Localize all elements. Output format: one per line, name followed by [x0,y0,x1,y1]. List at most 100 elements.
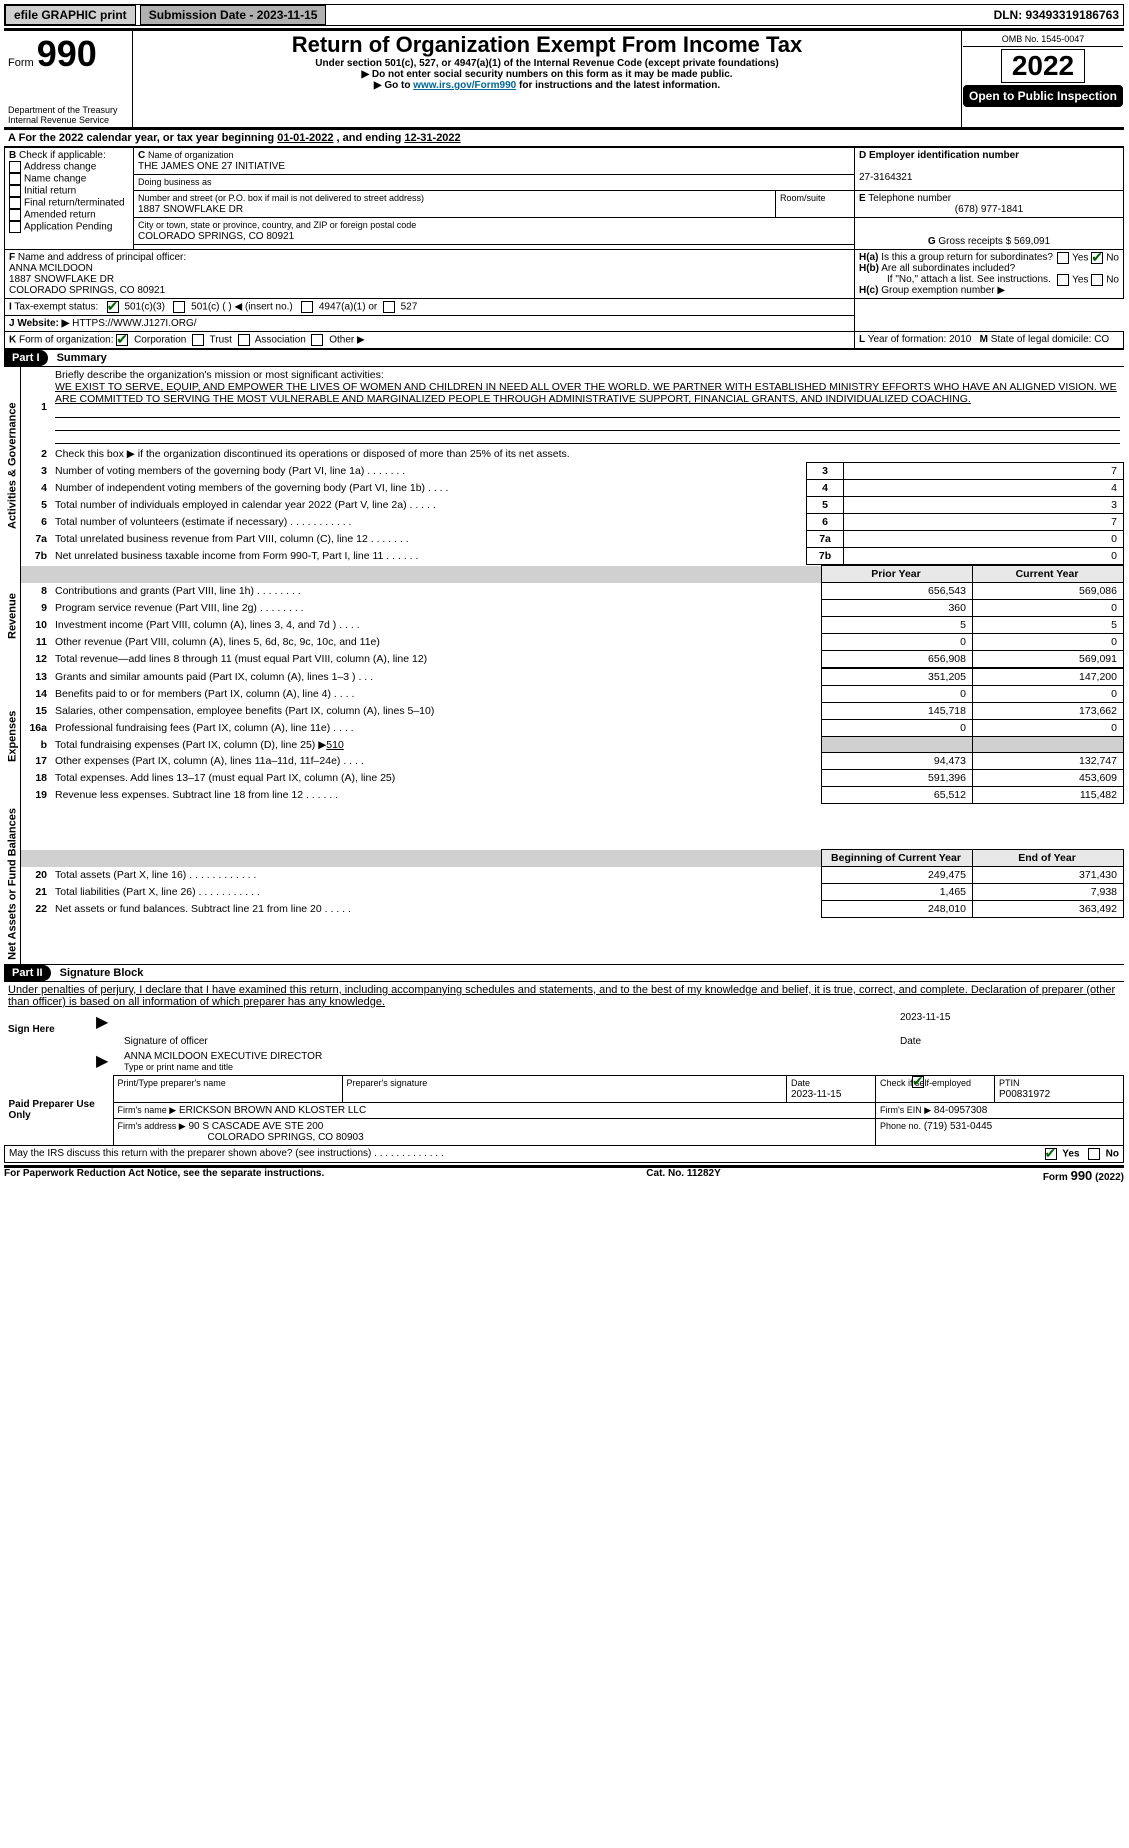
a-prefix: For the 2022 calendar year, or tax year … [19,132,278,144]
other-cb[interactable] [311,334,323,346]
g-label: Gross receipts $ [938,236,1011,247]
dln: DLN: 93493319186763 [994,8,1123,22]
type-name-label: Type or print name and title [124,1062,233,1072]
eoy-hdr: End of Year [973,850,1124,867]
l18: Total expenses. Add lines 13–17 (must eq… [51,770,822,787]
yes2: Yes [1072,275,1088,286]
527-cb[interactable] [383,301,395,313]
amend-cb[interactable] [9,209,21,221]
amended: Amended return [24,210,96,221]
p21: 1,465 [822,884,973,901]
init-cb[interactable] [9,185,21,197]
501c3-cb[interactable] [107,301,119,313]
j-label: Website: ▶ [17,318,69,329]
self-emp: Check if self-employed [880,1078,971,1088]
a-end: 12-31-2022 [404,132,460,144]
c19: 115,482 [973,787,1124,804]
p18: 591,396 [822,770,973,787]
efile-btn[interactable]: efile GRAPHIC print [5,5,136,25]
addr-label: Number and street (or P.O. box if mail i… [138,193,424,203]
firm-ein: 84-0957308 [934,1105,987,1116]
officer-name-title: ANNA MCILDOON EXECUTIVE DIRECTOR [124,1051,322,1062]
b-label: Check if applicable: [19,150,106,161]
footer-mid: Cat. No. 11282Y [646,1168,720,1183]
l21: Total liabilities (Part X, line 26) . . … [51,884,822,901]
l16b-pre: Total fundraising expenses (Part IX, col… [55,739,326,751]
p14: 0 [822,686,973,703]
trust-cb[interactable] [192,334,204,346]
c-label: Name of organization [148,150,234,160]
c9: 0 [973,600,1124,617]
trust: Trust [210,335,232,346]
v6: 7 [844,514,1124,531]
f-label: Name and address of principal officer: [18,252,186,263]
firm-addr1: 90 S CASCADE AVE STE 200 [188,1121,323,1132]
part2-label: Part II [4,965,51,981]
addr-change-cb[interactable] [9,161,21,173]
4947: 4947(a)(1) or [319,302,377,313]
hb-no-cb[interactable] [1091,274,1103,286]
footer-right-suf: (2022) [1092,1172,1124,1183]
l4: Number of independent voting members of … [51,480,807,497]
p17: 94,473 [822,753,973,770]
hb-yes-cb[interactable] [1057,274,1069,286]
ha-label: Is this a group return for subordinates? [881,252,1053,263]
part2-header: Part II Signature Block [4,964,1124,982]
submission-date-btn[interactable]: Submission Date - 2023-11-15 [140,5,327,25]
prep-date-label: Date [791,1078,810,1088]
l13: Grants and similar amounts paid (Part IX… [51,669,822,686]
final-cb[interactable] [9,197,21,209]
firm-ein-label: Firm's EIN ▶ [880,1105,931,1115]
app-cb[interactable] [9,221,21,233]
ha-no-cb[interactable] [1091,252,1103,264]
website: HTTPS://WWW.J127I.ORG/ [72,318,196,329]
p20: 249,475 [822,867,973,884]
goto-link[interactable]: www.irs.gov/Form990 [413,80,516,91]
dba-label: Doing business as [138,177,212,187]
prep-name-label: Print/Type preparer's name [118,1078,226,1088]
goto-prefix: ▶ Go to [374,80,413,91]
city-label: City or town, state or province, country… [138,220,416,230]
name-change-cb[interactable] [9,173,21,185]
officer-addr2: COLORADO SPRINGS, CO 80921 [9,285,165,296]
officer-name: ANNA MCILDOON [9,263,93,274]
corp: Corporation [134,335,186,346]
footer-right-pre: Form [1043,1172,1071,1183]
yes1: Yes [1072,253,1088,264]
p22: 248,010 [822,901,973,918]
may-no-cb[interactable] [1088,1148,1100,1160]
no2: No [1106,275,1119,286]
sidebar-governance: Activities & Governance [4,367,21,565]
p11: 0 [822,634,973,651]
sig-officer-label: Signature of officer [120,1034,896,1049]
l1-label: Briefly describe the organization's miss… [55,369,384,381]
phone: (678) 977-1841 [859,204,1119,215]
corp-cb[interactable] [116,334,128,346]
m-label: State of legal domicile: [991,334,1092,345]
app-pending: Application Pending [24,222,112,233]
c10: 5 [973,617,1124,634]
firm-addr2: COLORADO SPRINGS, CO 80903 [118,1132,364,1143]
city: COLORADO SPRINGS, CO 80921 [138,231,294,242]
footer-left: For Paperwork Reduction Act Notice, see … [4,1168,324,1183]
l17: Other expenses (Part IX, column (A), lin… [51,753,822,770]
name-change: Name change [24,174,86,185]
prep-phone: (719) 531-0445 [924,1121,992,1132]
init-return: Initial return [24,186,76,197]
l20: Total assets (Part X, line 16) . . . . .… [51,867,822,884]
self-emp-cb[interactable] [912,1076,924,1088]
dept: Department of the Treasury [8,105,128,115]
subtitle: Under section 501(c), 527, or 4947(a)(1)… [134,58,960,69]
may-yes: Yes [1062,1148,1079,1159]
may-yes-cb[interactable] [1045,1148,1057,1160]
4947-cb[interactable] [301,301,313,313]
501c-cb[interactable] [173,301,185,313]
officer-addr1: 1887 SNOWFLAKE DR [9,274,114,285]
ha-yes-cb[interactable] [1057,252,1069,264]
l5: Total number of individuals employed in … [51,497,807,514]
org-name: THE JAMES ONE 27 INITIATIVE [138,161,285,172]
form-header: Form 990 Department of the Treasury Inte… [4,28,1124,130]
firm-name-label: Firm's name ▶ [118,1105,177,1115]
v7b: 0 [844,548,1124,565]
assoc-cb[interactable] [238,334,250,346]
